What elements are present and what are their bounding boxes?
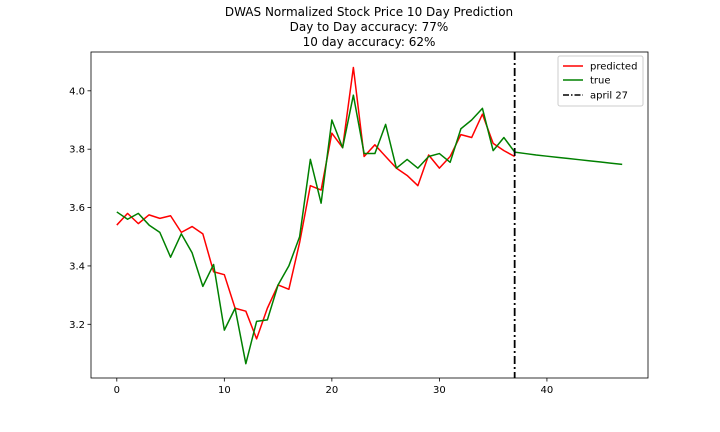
legend-box	[557, 55, 644, 107]
x-tick-label: 40	[541, 385, 554, 396]
y-tick-label: 4.0	[69, 86, 85, 97]
series-line-predicted	[116, 66, 516, 340]
x-tick-label: 0	[114, 385, 120, 396]
y-tick-label: 3.6	[69, 203, 85, 214]
y-axis: 3.2 3.4 3.6 3.8 4.0	[69, 86, 91, 331]
x-axis: 0 10 20 30 40	[114, 378, 554, 396]
legend: predicted true april 27	[557, 55, 644, 107]
y-tick-label: 3.2	[69, 320, 85, 331]
x-tick-label: 30	[433, 385, 446, 396]
chart-title-line-2: Day to Day accuracy: 77%	[290, 20, 449, 34]
legend-label-april-27: april 27	[590, 91, 628, 102]
legend-label-predicted: predicted	[590, 62, 637, 73]
chart-title-line-3: 10 day accuracy: 62%	[303, 35, 436, 49]
legend-label-true: true	[590, 76, 611, 87]
y-tick-label: 3.4	[69, 261, 85, 272]
chart-title-line-1: DWAS Normalized Stock Price 10 Day Predi…	[225, 5, 513, 19]
x-tick-label: 20	[325, 385, 338, 396]
series-line-true	[116, 94, 623, 365]
series-layer	[116, 66, 623, 365]
y-tick-label: 3.8	[69, 145, 85, 156]
plot-area	[90, 51, 649, 379]
chart-title: DWAS Normalized Stock Price 10 Day Predi…	[225, 5, 513, 49]
x-tick-label: 10	[218, 385, 231, 396]
